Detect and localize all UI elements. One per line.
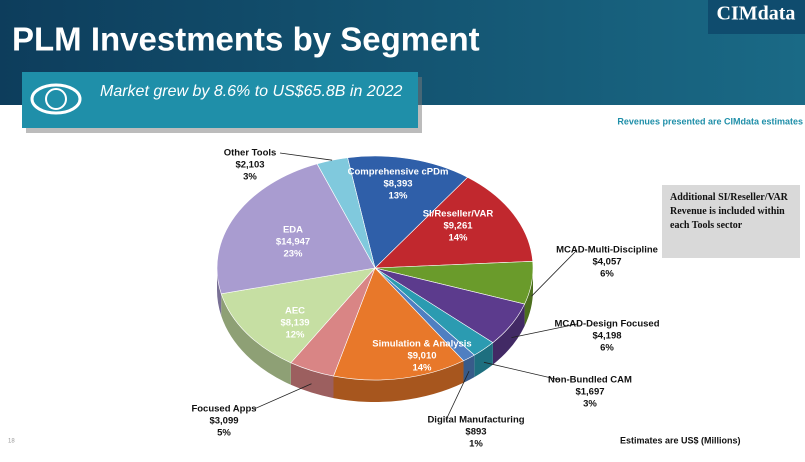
slice-side xyxy=(463,355,475,383)
slice xyxy=(316,157,376,269)
data-label: $1,697 xyxy=(575,387,604,398)
data-label: $2,103 xyxy=(235,160,264,171)
slice xyxy=(333,267,465,381)
data-label: $14,947 xyxy=(276,237,310,248)
data-label: $4,198 xyxy=(592,331,621,342)
slice-side xyxy=(217,268,222,316)
category-label: SI/Reseller/VAR xyxy=(423,209,494,220)
eye-icon xyxy=(30,83,82,115)
leader-line xyxy=(279,152,333,161)
logo-box xyxy=(708,0,805,34)
data-label: 3% xyxy=(243,172,257,183)
callout-text: Market grew by 8.6% to US$65.8B in 2022 xyxy=(100,83,402,100)
logo: CIMdata xyxy=(717,3,796,25)
data-label: $9,261 xyxy=(443,221,473,232)
slice-side xyxy=(221,293,291,385)
category-label: Other Tools xyxy=(224,148,277,159)
note-line: Additional SI/Reseller/VAR xyxy=(670,192,789,203)
data-label: 23% xyxy=(283,249,303,260)
category-label: AEC xyxy=(285,306,305,317)
leader-line xyxy=(445,371,470,421)
category-label: EDA xyxy=(283,225,303,236)
note-line: Revenue is included within xyxy=(670,206,785,217)
data-label: $8,393 xyxy=(383,179,412,190)
data-label: 14% xyxy=(412,363,432,374)
data-label: $8,139 xyxy=(280,318,309,329)
eye-iris xyxy=(45,88,67,110)
data-label: 5% xyxy=(217,428,231,439)
slice xyxy=(220,267,376,364)
leader-line xyxy=(483,361,561,381)
units-note: Estimates are US$ (Millions) xyxy=(620,435,741,445)
leader-line xyxy=(253,383,312,410)
slice-side xyxy=(492,304,525,365)
slice-side xyxy=(474,342,493,378)
data-label: 6% xyxy=(600,343,614,354)
source-note: Revenues presented are CIMdata estimates xyxy=(617,116,803,126)
data-label: 14% xyxy=(448,233,468,244)
category-label: MCAD-Multi-Discipline xyxy=(556,245,658,256)
category-label: MCAD-Design Focused xyxy=(554,319,659,330)
data-label: 3% xyxy=(583,399,597,410)
page-number: 18 xyxy=(8,439,15,445)
data-label: 6% xyxy=(600,269,614,280)
category-label: Non-Bundled CAM xyxy=(548,375,632,386)
data-label: 13% xyxy=(388,191,408,202)
slice-side xyxy=(333,360,464,403)
callout-box xyxy=(22,72,418,128)
data-label: 12% xyxy=(285,330,305,341)
note-line: each Tools sector xyxy=(670,220,743,231)
category-label: Digital Manufacturing xyxy=(427,415,524,426)
slice xyxy=(374,176,534,269)
data-label: $3,099 xyxy=(209,416,238,427)
note: Additional SI/Reseller/VAR Revenue is inc… xyxy=(670,192,789,231)
slice-side xyxy=(524,268,533,327)
data-label: $4,057 xyxy=(592,257,621,268)
category-label: Comprehensive cPDm xyxy=(348,167,449,178)
title: PLM Investments by Segment xyxy=(12,21,480,58)
data-label: $893 xyxy=(465,427,486,438)
leader-line xyxy=(511,323,578,339)
category-label: Simulation & Analysis xyxy=(372,339,471,350)
slice xyxy=(347,155,469,269)
note-box xyxy=(662,185,800,258)
category-label: Focused Apps xyxy=(191,404,256,415)
data-label: 1% xyxy=(469,439,483,450)
data-label: $9,010 xyxy=(407,351,436,362)
slice-side xyxy=(290,362,334,399)
leader-line xyxy=(531,249,578,297)
slice xyxy=(216,163,376,295)
